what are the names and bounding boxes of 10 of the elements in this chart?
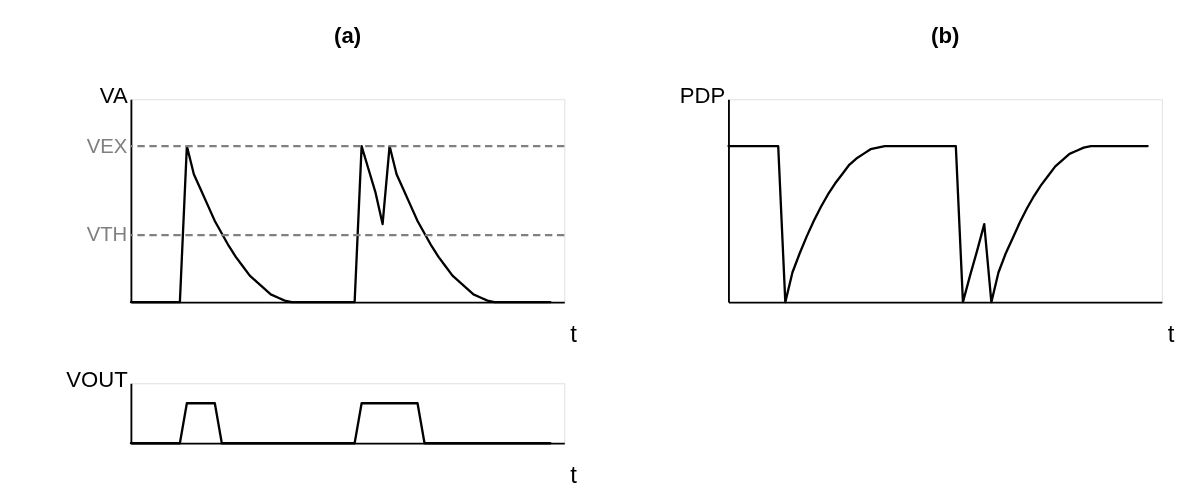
x-axis-title: t [570,320,578,348]
x-axis-title: t [570,461,578,489]
x-axis-title: t [1167,320,1175,348]
y-axis-title: VA [99,82,128,108]
y-axis-title: VOUT [66,366,128,392]
ref-line-label: VTH [86,223,128,246]
y-axis-title: PDP [679,82,726,108]
ref-line-label: VEX [86,134,128,157]
chart-title: (b) [931,23,960,49]
chart-title: (a) [334,23,362,49]
